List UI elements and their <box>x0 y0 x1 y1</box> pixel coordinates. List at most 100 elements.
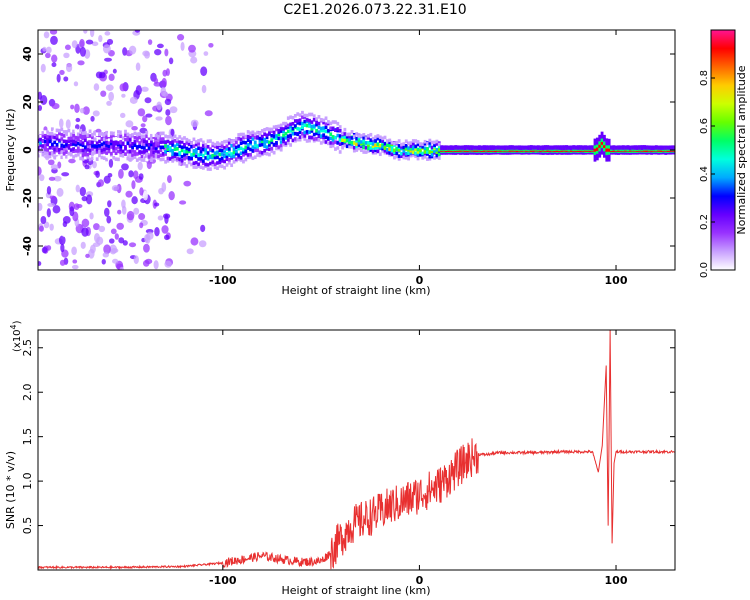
heatmap-cell <box>158 215 164 220</box>
heatmap-cell <box>63 76 68 81</box>
heatmap-cell <box>96 71 103 78</box>
heatmap-cell <box>57 74 61 83</box>
heatmap-cell <box>83 28 87 34</box>
heatmap-cell <box>107 39 113 45</box>
heatmap-cell <box>49 177 56 181</box>
heatmap-cell <box>164 235 170 241</box>
heatmap-cell <box>66 92 71 96</box>
y-tick-label: 0 <box>21 146 34 154</box>
heatmap-cell <box>134 255 139 264</box>
heatmap-cell <box>139 173 144 180</box>
heatmap-cell <box>85 254 90 258</box>
heatmap-cell <box>136 85 142 95</box>
heatmap-cell <box>82 219 90 228</box>
heatmap-cell <box>71 246 77 255</box>
heatmap-cell <box>153 82 161 87</box>
heatmap-cell <box>120 83 127 91</box>
heatmap-cell <box>93 242 100 247</box>
heatmap-cell <box>155 116 162 120</box>
heatmap-cell <box>136 62 141 70</box>
heatmap-cell <box>141 155 144 159</box>
y-tick-label: -40 <box>21 236 34 256</box>
heatmap-cell <box>181 42 185 51</box>
heatmap-cell <box>131 196 137 204</box>
heatmap-cell <box>46 143 49 147</box>
heatmap-cell <box>325 125 328 129</box>
heatmap-cell <box>96 157 99 161</box>
heatmap-cell <box>63 53 69 59</box>
heatmap-cell <box>191 120 199 128</box>
heatmap-cell <box>113 69 117 74</box>
heatmap-cell <box>120 113 125 118</box>
heatmap-cell <box>196 107 201 113</box>
heatmap-cell <box>128 170 133 177</box>
y-tick-label: 1.0 <box>21 472 34 490</box>
heatmap-cell <box>148 39 152 45</box>
heatmap-cell <box>417 157 420 161</box>
heatmap-cell <box>169 57 173 64</box>
heatmap-cell <box>199 240 207 247</box>
heatmap-cell <box>165 116 172 126</box>
heatmap-cell <box>133 208 139 215</box>
heatmap-cell <box>268 153 271 157</box>
heatmap-cell <box>289 143 292 147</box>
heatmap-cell <box>121 94 125 98</box>
heatmap-cell <box>183 181 191 187</box>
heatmap-cell <box>139 222 143 228</box>
heatmap-cell <box>60 244 64 253</box>
heatmap-cell <box>165 99 172 105</box>
colorbar-label: Normalized spectral amplitude <box>735 65 748 234</box>
heatmap-cell <box>162 78 167 87</box>
heatmap-cell <box>80 187 86 196</box>
heatmap-cell <box>124 145 127 149</box>
heatmap-cell <box>209 82 214 89</box>
heatmap-cell <box>122 141 125 145</box>
heatmap-cell <box>59 70 64 75</box>
heatmap-cell <box>89 129 92 133</box>
heatmap-cell <box>100 90 106 96</box>
heatmap-cell <box>50 195 56 199</box>
heatmap-cell <box>141 87 149 92</box>
colorbar <box>711 30 735 270</box>
heatmap-cell <box>138 108 146 116</box>
heatmap-cell <box>170 106 178 113</box>
heatmap-cell <box>166 68 170 76</box>
heatmap-cell <box>202 159 205 163</box>
heatmap-cell <box>112 185 119 191</box>
heatmap-cell <box>138 213 145 220</box>
heatmap-cell <box>125 120 133 127</box>
heatmap-cell <box>104 176 111 184</box>
heatmap-cell <box>118 237 124 243</box>
heatmap-cell <box>164 49 168 57</box>
heatmap-cell <box>47 203 55 207</box>
heatmap-cell <box>398 139 401 143</box>
heatmap-cell <box>52 103 60 109</box>
heatmap-cell <box>167 175 172 183</box>
heatmap-cell <box>74 81 78 86</box>
heatmap-cell <box>66 64 72 72</box>
heatmap-cell <box>90 116 94 122</box>
spectrogram-xlabel: Height of straight line (km) <box>281 284 430 297</box>
heatmap-cell <box>103 252 109 257</box>
heatmap-cell <box>98 226 105 232</box>
heatmap-cell <box>104 31 110 35</box>
heatmap-cell <box>116 223 124 230</box>
heatmap-cell <box>228 147 231 151</box>
heatmap-cell <box>164 261 171 268</box>
heatmap-cell <box>90 28 94 37</box>
heatmap-cell <box>235 141 238 145</box>
heatmap-cell <box>42 47 46 52</box>
heatmap-cell <box>191 237 199 245</box>
heatmap-cell <box>107 200 111 207</box>
heatmap-cell <box>180 208 188 214</box>
heatmap-cell <box>41 216 47 224</box>
heatmap-cell <box>77 60 84 65</box>
heatmap-cell <box>154 227 159 236</box>
x-tick-label: -100 <box>209 274 237 287</box>
heatmap-cell <box>62 233 69 237</box>
heatmap-cell <box>273 151 276 155</box>
heatmap-cell <box>51 62 56 67</box>
snr-plot-area <box>38 330 675 570</box>
heatmap-cell <box>65 45 71 51</box>
